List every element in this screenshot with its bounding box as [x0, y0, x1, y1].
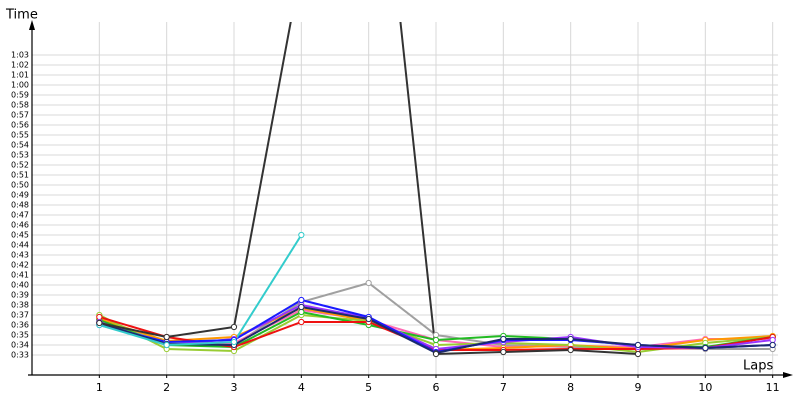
y-tick-label: 0:58: [11, 101, 29, 110]
point-marker: [500, 348, 507, 356]
point-marker: [567, 335, 574, 343]
point-marker: [298, 318, 305, 326]
point-marker: [702, 344, 709, 352]
point-marker: [298, 296, 305, 304]
x-axis-arrow: [783, 372, 793, 378]
point-marker: [298, 308, 305, 316]
y-tick-label: 0:42: [11, 261, 29, 270]
x-tick-label: 9: [635, 381, 642, 394]
y-tick-label: 0:46: [11, 221, 29, 230]
y-tick-label: 0:44: [11, 241, 29, 250]
y-tick-label: 0:36: [11, 321, 29, 330]
y-tick-label: 0:34: [11, 341, 29, 350]
x-tick-label: 7: [500, 381, 507, 394]
x-tick-label: 6: [433, 381, 440, 394]
point-marker: [298, 231, 305, 239]
y-tick-label: 0:50: [11, 181, 29, 190]
x-tick-label: 3: [231, 381, 238, 394]
grid: [32, 22, 778, 375]
y-tick-label: 0:49: [11, 191, 29, 200]
point-marker: [432, 350, 440, 358]
y-tick-label: 0:43: [11, 251, 29, 260]
point-marker: [432, 331, 440, 339]
y-tick-label: 0:39: [11, 291, 29, 300]
y-tick-label: 1:02: [11, 61, 29, 70]
y-tick-label: 0:55: [11, 131, 29, 140]
y-tick-label: 0:52: [11, 161, 29, 170]
y-tick-label: 0:45: [11, 231, 29, 240]
x-tick-label: 1: [96, 381, 103, 394]
x-tick-label: 10: [698, 381, 712, 394]
y-tick-label: 1:00: [11, 81, 29, 90]
x-tick-label: 2: [163, 381, 170, 394]
y-tick-label: 0:51: [11, 171, 29, 180]
point-marker: [769, 341, 776, 349]
point-marker: [230, 338, 238, 346]
x-tick-label: 11: [766, 381, 780, 394]
point-marker: [230, 323, 238, 331]
point-marker: [96, 319, 103, 327]
y-tick-label: 0:38: [11, 301, 29, 310]
y-tick-label: 0:54: [11, 141, 29, 150]
point-marker: [365, 279, 372, 287]
y-tick-label: 1:01: [11, 71, 29, 80]
plot-area: [96, 22, 776, 358]
point-marker: [634, 341, 642, 349]
y-tick-label: 0:47: [11, 211, 29, 220]
x-tick-label: 8: [567, 381, 574, 394]
y-axis-arrow: [29, 20, 35, 30]
y-tick-label: 0:40: [11, 281, 29, 290]
series-line: [99, 234, 303, 347]
y-tick-label: 0:56: [11, 121, 29, 130]
point-marker: [432, 336, 440, 344]
y-tick-label: 0:53: [11, 151, 29, 160]
point-marker: [634, 350, 642, 358]
point-marker: [500, 335, 507, 343]
y-tick-label: 0:57: [11, 111, 29, 120]
point-marker: [163, 341, 170, 349]
y-tick-label: 0:59: [11, 91, 29, 100]
x-tick-label: 5: [365, 381, 372, 394]
y-tick-label: 0:48: [11, 201, 29, 210]
point-marker: [567, 346, 574, 354]
x-tick-label: 4: [298, 381, 305, 394]
y-axis-title: Time: [5, 8, 38, 23]
point-marker: [365, 315, 372, 323]
point-marker: [96, 313, 103, 321]
series-line: [99, 22, 639, 356]
y-tick-label: 0:41: [11, 271, 29, 280]
y-tick-label: 0:37: [11, 311, 29, 320]
point-marker: [298, 303, 305, 311]
y-tick-label: 0:33: [11, 351, 29, 360]
y-tick-label: 0:35: [11, 331, 29, 340]
x-axis-title: Laps: [743, 359, 773, 374]
point-marker: [163, 333, 170, 341]
y-tick-label: 1:03: [11, 51, 29, 60]
point-marker: [769, 336, 776, 344]
